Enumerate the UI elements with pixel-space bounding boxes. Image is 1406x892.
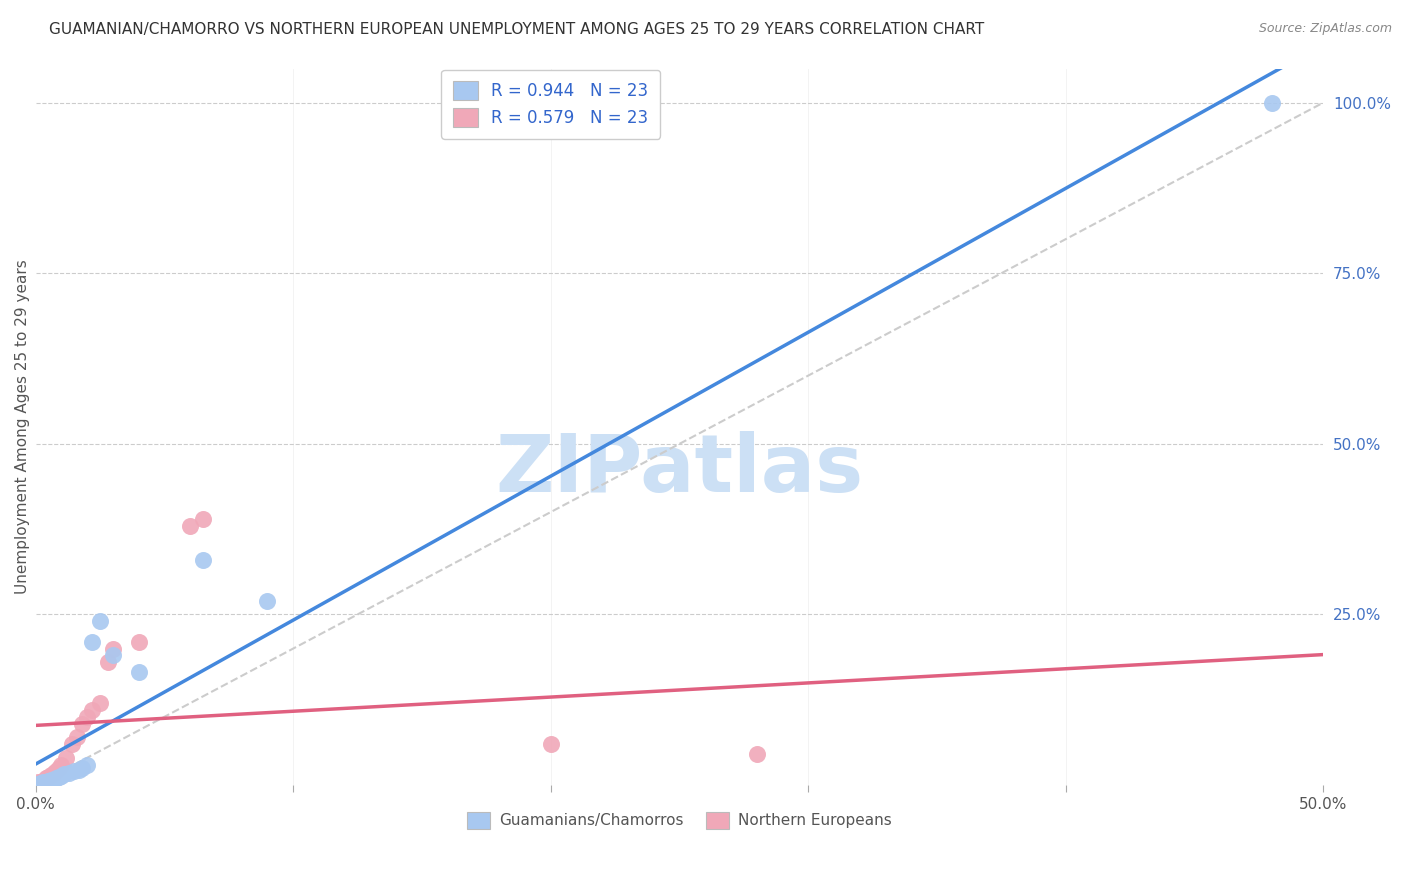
Point [45,771,67,785]
Point [60,737,83,751]
Point [51,757,73,772]
Text: GUAMANIAN/CHAMORRO VS NORTHERN EUROPEAN UNEMPLOYMENT AMONG AGES 25 TO 29 YEARS C: GUAMANIAN/CHAMORRO VS NORTHERN EUROPEAN … [49,22,984,37]
Point [42,765,65,780]
Point [179,518,201,533]
Point [45,764,67,779]
Point [32,774,55,789]
Text: ZIPatlas: ZIPatlas [495,431,863,508]
Point [128,634,150,648]
Point [76,757,98,772]
Point [52,767,75,781]
Point [39,768,62,782]
Point [101,641,124,656]
Point [30,776,52,790]
Point [256,594,278,608]
Point [63,764,86,779]
Point [55,751,77,765]
Point [89,615,111,629]
Point [66,731,89,745]
Point [58,765,80,780]
Point [76,710,98,724]
Point [37,774,59,789]
Point [191,553,214,567]
Point [1261,95,1284,110]
Point [35,774,58,789]
Point [128,665,150,680]
Point [51,768,73,782]
Point [191,512,214,526]
Point [82,634,104,648]
Point [70,761,93,775]
Point [48,761,70,775]
Point [82,703,104,717]
Text: Source: ZipAtlas.com: Source: ZipAtlas.com [1258,22,1392,36]
Point [745,747,768,762]
Point [101,648,124,663]
Point [67,763,90,777]
Point [27,777,49,791]
Point [70,716,93,731]
Point [42,772,65,787]
Point [27,775,49,789]
Point [35,771,58,785]
Point [540,737,562,751]
Y-axis label: Unemployment Among Ages 25 to 29 years: Unemployment Among Ages 25 to 29 years [15,260,30,594]
Point [48,770,70,784]
Point [97,655,120,669]
Point [89,696,111,710]
Point [32,775,55,789]
Point [39,773,62,788]
Point [37,770,59,784]
Legend: Guamanians/Chamorros, Northern Europeans: Guamanians/Chamorros, Northern Europeans [461,805,898,835]
